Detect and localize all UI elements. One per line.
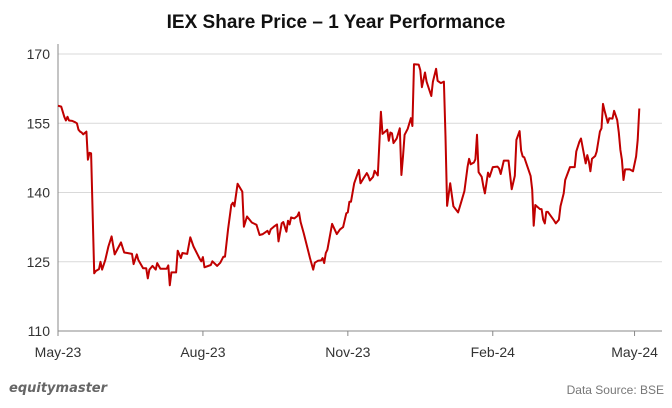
y-tick-label: 125 <box>27 254 51 270</box>
equitymaster-logo: equitymaster <box>9 381 109 396</box>
x-tick-label: May-24 <box>611 344 658 360</box>
y-tick-label: 110 <box>28 323 51 339</box>
x-axis: May-23 Aug-23 Nov-23 Feb-24 May-24 <box>35 330 662 360</box>
y-tick-label: 170 <box>27 46 51 62</box>
x-tick-label: Feb-24 <box>471 344 516 360</box>
y-tick-label: 155 <box>27 115 51 131</box>
y-tick-label: 140 <box>27 185 51 201</box>
chart-title: IEX Share Price – 1 Year Performance <box>167 12 506 33</box>
x-tick-label: May-23 <box>35 344 82 360</box>
y-axis: 110 125 140 155 170 <box>27 44 59 339</box>
x-tick-label: Nov-23 <box>325 344 370 360</box>
x-tick-label: Aug-23 <box>180 344 225 360</box>
price-line <box>57 63 641 287</box>
gridlines <box>58 53 662 263</box>
data-source: Data Source: BSE <box>567 383 664 397</box>
